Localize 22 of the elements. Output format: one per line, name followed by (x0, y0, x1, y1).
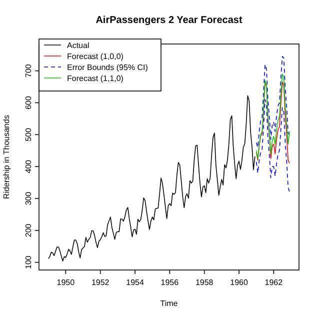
chart-title: AirPassengers 2 Year Forecast (96, 15, 243, 26)
y-tick-label: 400 (24, 159, 33, 174)
y-tick-label: 100 (24, 255, 33, 270)
legend-label: Forecast (1,1,0) (67, 74, 124, 83)
y-axis-title: Ridership in Thousands (2, 115, 11, 199)
y-tick-label: 300 (24, 191, 33, 206)
x-tick-label: 1952 (91, 278, 110, 287)
line-series (48, 95, 256, 262)
x-tick-label: 1950 (56, 278, 76, 287)
legend-label: Error Bounds (95% CI) (67, 63, 148, 72)
y-tick-label: 600 (24, 96, 33, 110)
y-tick-label: 700 (24, 64, 33, 78)
y-tick-label: 500 (24, 127, 33, 142)
x-tick-label: 1958 (195, 278, 214, 287)
x-axis-title: Time (160, 299, 178, 308)
legend-label: Forecast (1,0,0) (67, 52, 124, 61)
x-tick-label: 1954 (126, 278, 144, 287)
y-tick-label: 200 (24, 223, 33, 238)
x-tick-label: 1956 (160, 278, 180, 287)
x-tick-label: 1962 (264, 278, 284, 287)
legend-label: Actual (67, 41, 90, 50)
x-tick-label: 1960 (230, 278, 248, 287)
